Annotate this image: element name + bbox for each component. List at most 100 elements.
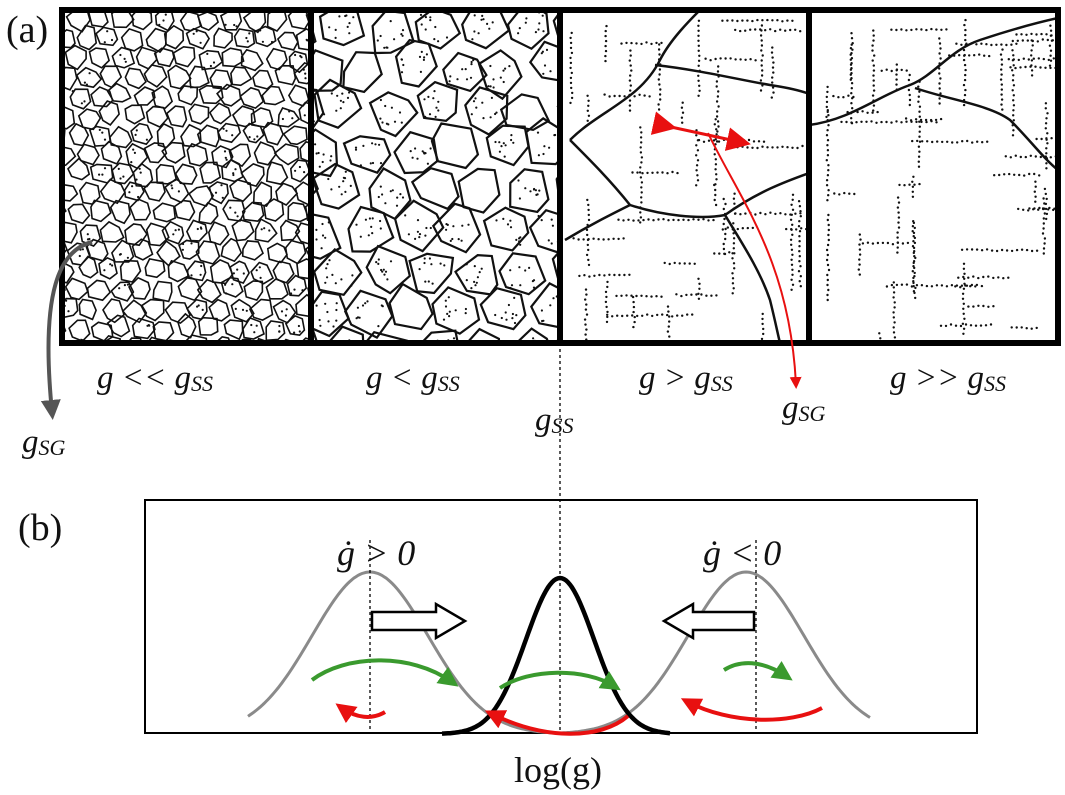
subgrain-dot bbox=[686, 313, 689, 316]
subgrain-dot bbox=[1012, 74, 1015, 77]
grain-boundary bbox=[124, 104, 146, 125]
subgrain-dot bbox=[939, 117, 943, 121]
subgrain-dot bbox=[418, 55, 422, 59]
grain-boundary bbox=[230, 298, 255, 323]
subgrain-dot bbox=[1036, 40, 1040, 43]
subgrain-dot bbox=[584, 298, 587, 301]
subgrain-dot bbox=[550, 242, 553, 245]
subgrain-dot bbox=[332, 357, 334, 359]
subgrain-dot bbox=[181, 248, 184, 251]
subgrain-dot bbox=[964, 28, 967, 32]
subgrain-dot bbox=[799, 215, 802, 218]
subgrain-dot bbox=[1030, 69, 1034, 72]
subgrain-dot bbox=[771, 81, 774, 84]
subgrain-dot bbox=[470, 63, 473, 66]
subgrain-dot bbox=[1011, 49, 1014, 52]
grain-boundary bbox=[119, 259, 142, 283]
grain-boundary bbox=[111, 162, 135, 185]
subgrain-dot bbox=[639, 211, 642, 214]
subgrain-dot bbox=[604, 54, 607, 58]
subgrain-dot bbox=[229, 206, 232, 209]
subgrain-dot bbox=[723, 252, 727, 256]
subgrain-dot bbox=[734, 212, 737, 215]
subgrain-dot bbox=[289, 195, 291, 197]
subgrain-dot bbox=[587, 263, 591, 267]
subgrain-dot bbox=[535, 193, 538, 196]
subgrain-dot bbox=[1042, 222, 1046, 225]
subgrain-dot bbox=[524, 187, 527, 190]
subgrain-dot bbox=[1020, 33, 1023, 36]
subgrain-dot bbox=[510, 284, 514, 287]
subgrain-dot bbox=[732, 242, 736, 245]
subgrain-dot bbox=[826, 263, 830, 267]
subgrain-dot bbox=[414, 237, 417, 240]
subgrain-dot bbox=[856, 110, 859, 114]
subgrain-dot bbox=[577, 155, 579, 157]
subgrain-dot bbox=[790, 288, 793, 291]
subgrain-dot bbox=[519, 284, 522, 287]
subgrain-dot bbox=[760, 337, 764, 341]
subgrain-dot bbox=[515, 238, 518, 241]
distribution-curve-left bbox=[247, 570, 560, 735]
subgrain-dot bbox=[305, 38, 308, 41]
subgrain-dot bbox=[798, 280, 801, 283]
subgrain-dot bbox=[428, 113, 432, 116]
subgrain-dot bbox=[771, 46, 774, 49]
subgrain-dot bbox=[962, 58, 966, 62]
subgrain-dot bbox=[786, 19, 789, 22]
subgrain-dot bbox=[199, 273, 202, 276]
subgrain-dot bbox=[572, 101, 574, 103]
subgrain-dot bbox=[759, 89, 763, 92]
subgrain-dot bbox=[586, 119, 589, 123]
subgrain-dot bbox=[446, 312, 449, 315]
subgrain-dot bbox=[747, 138, 751, 142]
subgrain-dot bbox=[383, 348, 385, 350]
subgrain-dot bbox=[858, 233, 861, 236]
subgrain-dot bbox=[232, 272, 235, 275]
subgrain-dot bbox=[605, 24, 608, 28]
subgrain-dot bbox=[377, 195, 380, 199]
subgrain-dot bbox=[224, 23, 227, 26]
subgrain-dot bbox=[384, 202, 387, 205]
grain-boundary bbox=[219, 10, 243, 31]
subgrain-dot bbox=[513, 321, 517, 325]
subgrain-dot bbox=[302, 34, 304, 36]
grain-boundary bbox=[240, 48, 264, 72]
subgrain-dot bbox=[379, 227, 382, 230]
subgrain-dot bbox=[693, 262, 696, 265]
subgrain-dot bbox=[389, 190, 392, 193]
subgrain-dot bbox=[540, 219, 543, 222]
subgrain-dot bbox=[576, 360, 578, 362]
subgrain-dot bbox=[509, 226, 513, 229]
subgrain-dot bbox=[423, 257, 426, 260]
subgrain-dot bbox=[825, 105, 828, 109]
subgrain-dot bbox=[731, 19, 734, 22]
subgrain-dot bbox=[409, 150, 412, 153]
subgrain-dot bbox=[52, 138, 54, 140]
subgrain-dot bbox=[534, 30, 538, 34]
grain-boundary bbox=[177, 275, 203, 302]
subgrain-dot bbox=[999, 53, 1003, 56]
grain-boundary bbox=[172, 45, 196, 68]
subgrain-dot bbox=[103, 41, 106, 44]
subgrain-dot bbox=[639, 126, 642, 129]
subgrain-dot bbox=[424, 16, 427, 19]
grain-boundary bbox=[464, 86, 509, 136]
subgrain-dot bbox=[1041, 38, 1045, 41]
subgrain-dot bbox=[609, 69, 611, 71]
subgrain-dot bbox=[1015, 326, 1018, 329]
subgrain-dot bbox=[304, 77, 307, 80]
subgrain-dot bbox=[348, 22, 351, 25]
subgrain-dot bbox=[474, 284, 477, 287]
subgrain-dot bbox=[640, 191, 643, 194]
subgrain-dot bbox=[418, 236, 421, 239]
subgrain-dot bbox=[950, 284, 954, 287]
subgrain-dot bbox=[577, 25, 579, 27]
subgrain-dot bbox=[880, 347, 882, 349]
subgrain-dot bbox=[676, 171, 679, 175]
subgrain-dot bbox=[585, 148, 587, 150]
subgrain-dot bbox=[855, 121, 858, 124]
grain-boundary bbox=[431, 286, 481, 335]
subgrain-dot bbox=[918, 115, 921, 118]
subgrain-dot bbox=[650, 295, 653, 298]
